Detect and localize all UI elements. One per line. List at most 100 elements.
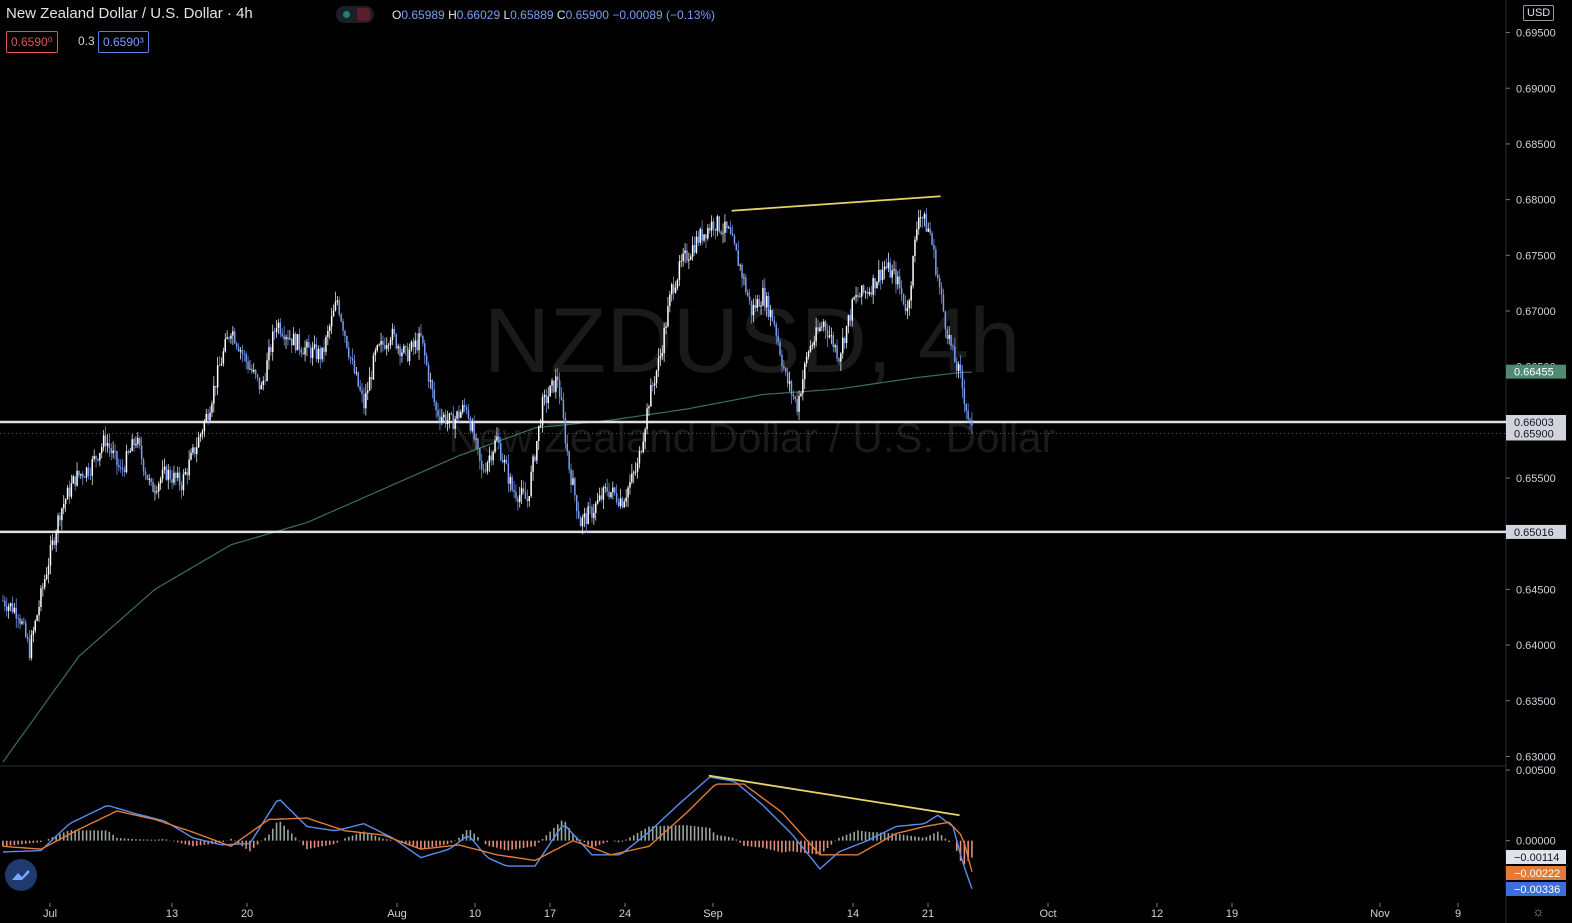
- candle-body: [473, 422, 475, 440]
- candle-body: [266, 360, 268, 381]
- candle-body: [659, 355, 662, 359]
- sell-button[interactable]: 0.6590⁰: [6, 31, 58, 53]
- candle-body: [378, 344, 380, 346]
- candle-body: [370, 376, 373, 380]
- candle-body: [773, 320, 776, 325]
- candle-body: [184, 471, 187, 475]
- candle-body: [76, 470, 78, 486]
- candle-body: [408, 349, 411, 362]
- candle-body: [952, 345, 954, 347]
- candle-body: [745, 277, 747, 293]
- candle-body: [469, 418, 472, 431]
- gear-icon[interactable]: ☼: [1532, 903, 1545, 919]
- candle-body: [59, 515, 61, 521]
- symbol-title[interactable]: New Zealand Dollar / U.S. Dollar · 4h: [6, 5, 253, 22]
- candle-body: [534, 456, 536, 461]
- candle-body: [644, 429, 646, 442]
- candle-body: [729, 227, 732, 234]
- candle-body: [792, 394, 795, 397]
- candle-body: [802, 379, 804, 394]
- candle-body: [38, 606, 40, 616]
- candle-body: [925, 213, 928, 232]
- candle-body: [722, 232, 724, 234]
- candle-body: [120, 467, 122, 469]
- candle-body: [868, 292, 871, 295]
- candle-body: [942, 294, 945, 312]
- candle-body: [615, 493, 618, 502]
- candle-body: [178, 472, 181, 486]
- candle-body: [933, 244, 935, 250]
- price-tick-label: 0.64500: [1516, 584, 1556, 596]
- candle-body: [551, 380, 553, 386]
- candle-body: [30, 634, 33, 659]
- candle-body: [688, 259, 690, 261]
- candle-body: [604, 487, 606, 489]
- candle-body: [112, 450, 114, 454]
- candle-body: [817, 327, 819, 331]
- time-axis[interactable]: Jul 13 20 Aug 10 17 24 Sep 14 21 Oct 12 19 Nov 9: [43, 903, 1461, 920]
- candle-body: [587, 506, 589, 525]
- candle-body: [883, 266, 886, 270]
- trendlines[interactable]: [731, 195, 941, 212]
- candle-body: [790, 381, 793, 395]
- axis-price-label-bg: [1506, 882, 1566, 896]
- candle-body: [114, 450, 116, 452]
- candle-body: [691, 244, 694, 257]
- candle-body: [621, 498, 624, 508]
- candle-body: [735, 243, 738, 251]
- candle-body: [68, 487, 71, 497]
- candle-body: [152, 482, 154, 493]
- candle-body: [194, 447, 196, 455]
- candle-body: [209, 412, 211, 421]
- candle-body: [45, 574, 48, 580]
- candle-body: [163, 466, 166, 470]
- candle-body: [239, 350, 242, 352]
- candle-body: [488, 455, 491, 463]
- candle-body: [74, 476, 76, 486]
- candle-body: [579, 517, 582, 527]
- candle-body: [106, 443, 109, 446]
- candle-body: [393, 328, 396, 335]
- candle-body: [121, 467, 124, 470]
- candle-body: [456, 411, 458, 419]
- currency-button[interactable]: USD: [1523, 5, 1555, 21]
- candle-body: [826, 330, 829, 338]
- candle-body: [640, 451, 643, 453]
- candle-body: [175, 472, 177, 478]
- candle-body: [279, 322, 282, 334]
- horizontal-levels[interactable]: [0, 420, 1506, 534]
- candle-body: [712, 221, 715, 229]
- candle-body: [125, 451, 128, 473]
- candle-body: [201, 431, 204, 435]
- candle-body: [608, 491, 610, 498]
- candle-body: [501, 459, 504, 463]
- candle-body: [4, 600, 6, 607]
- buy-button[interactable]: 0.6590³: [98, 31, 149, 53]
- candle-body: [899, 276, 901, 289]
- signal-line: [2, 783, 973, 872]
- candle-body: [429, 380, 432, 382]
- candle-body: [720, 231, 722, 234]
- candle-body: [929, 228, 931, 234]
- candle-body: [283, 335, 285, 340]
- candle-body: [967, 410, 969, 420]
- candle-body: [813, 341, 815, 346]
- time-tick-label: 24: [619, 908, 631, 920]
- candle-body: [42, 587, 44, 589]
- candle-body: [454, 418, 456, 429]
- candle-body: [287, 337, 289, 340]
- candle-body: [91, 459, 93, 476]
- candle-body: [935, 249, 937, 275]
- candle-body: [234, 331, 236, 344]
- market-open-icon: [343, 11, 350, 18]
- status-indicators[interactable]: [336, 6, 374, 23]
- candle-body: [253, 370, 255, 372]
- candle-body: [511, 477, 513, 490]
- candle-body: [595, 503, 597, 513]
- candle-body: [661, 353, 663, 356]
- candle-body: [855, 295, 857, 298]
- tradingview-cloud-icon[interactable]: [5, 859, 37, 891]
- candle-body: [781, 354, 783, 367]
